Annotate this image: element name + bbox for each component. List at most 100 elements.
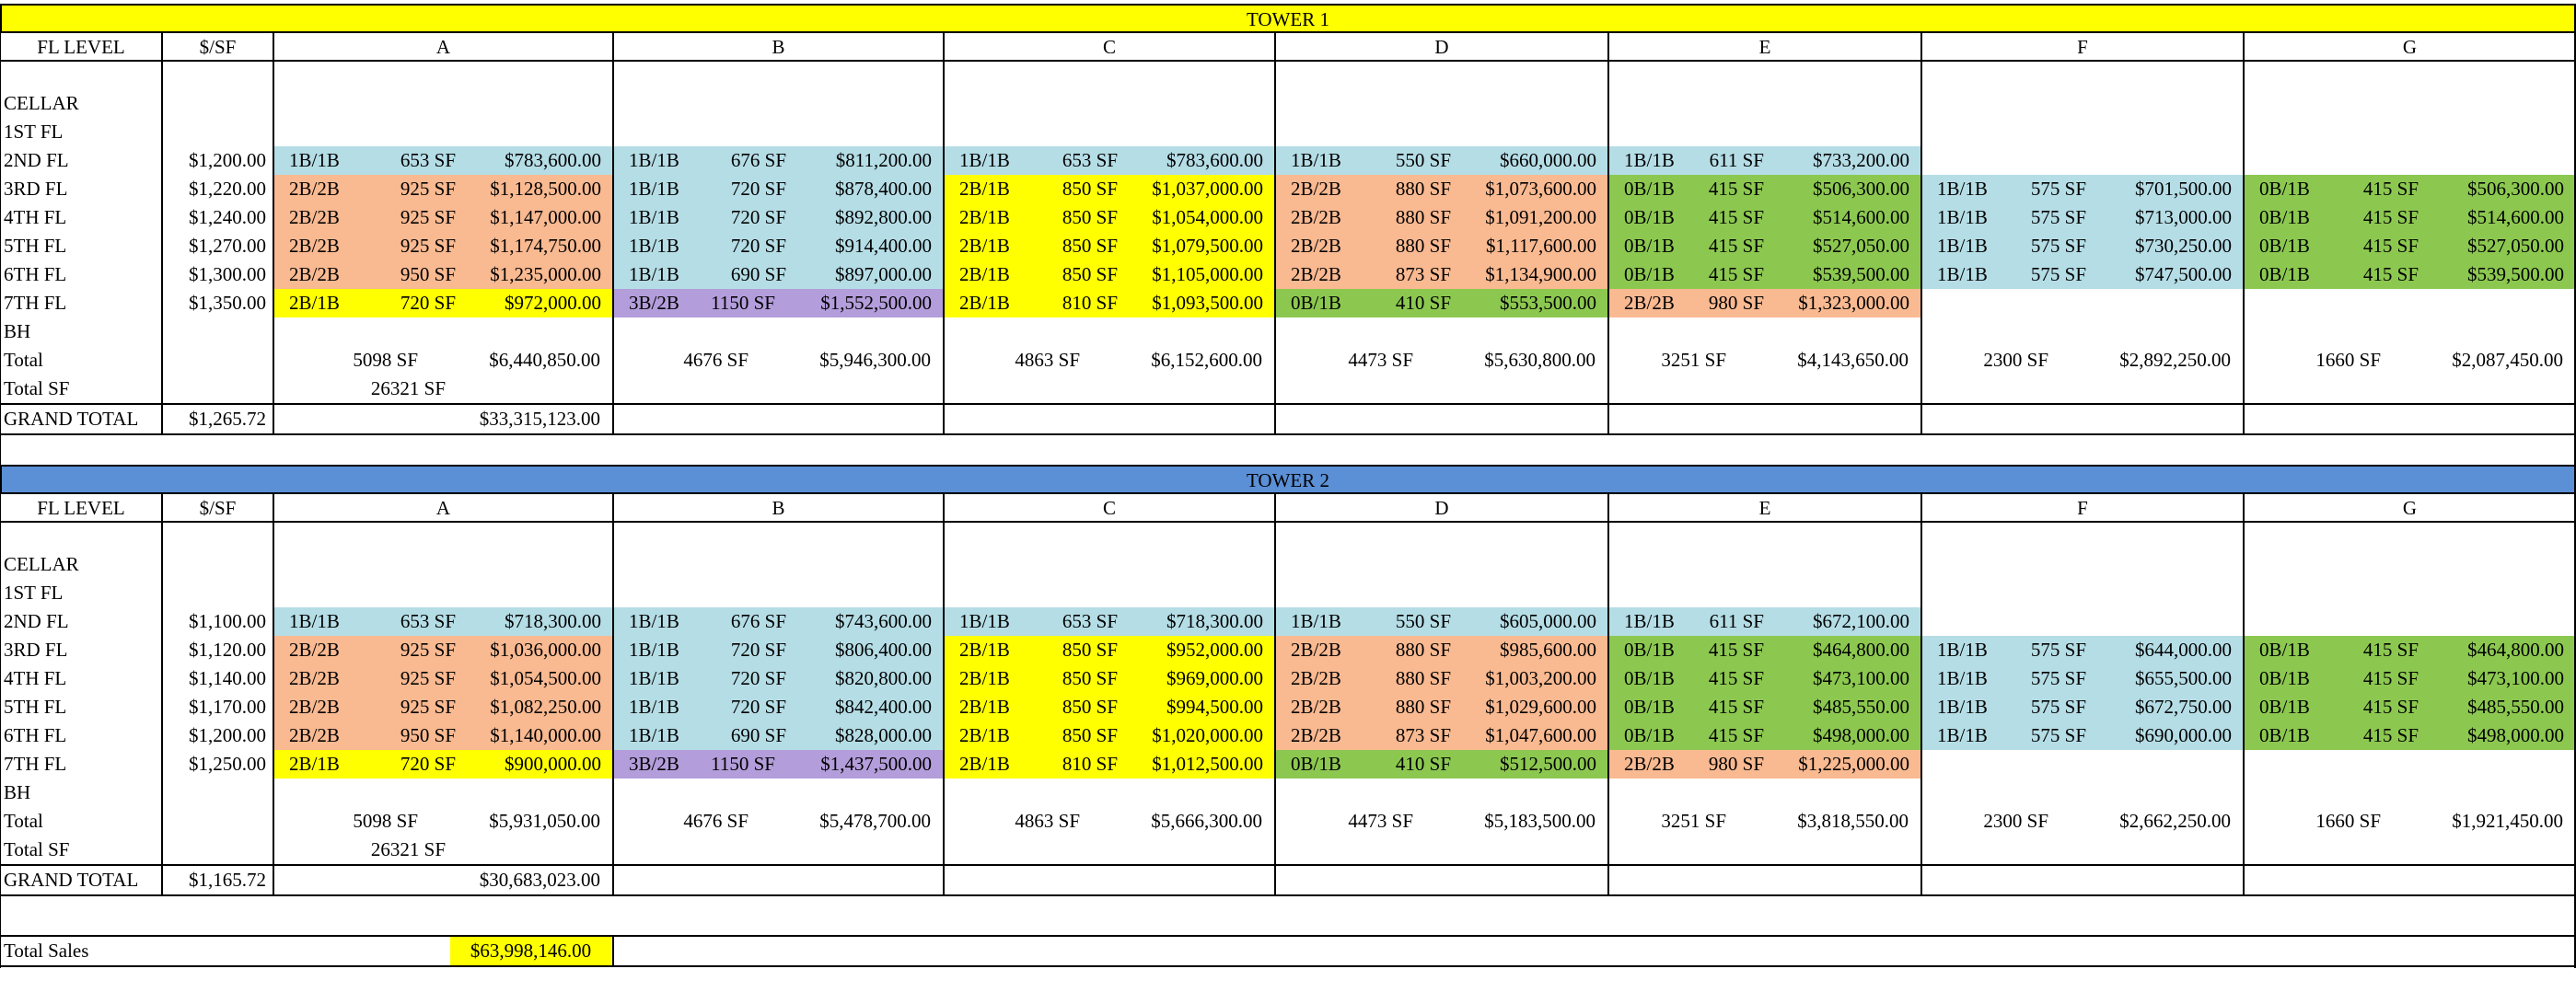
unit-type: 1B/1B bbox=[1937, 235, 1988, 257]
unit-sf: 550 SF bbox=[1395, 610, 1451, 632]
unit-type: 0B/1B bbox=[2259, 667, 2310, 689]
unit-sf: 880 SF bbox=[1395, 235, 1451, 257]
column-header-d: D bbox=[1434, 497, 1449, 519]
column-total-sf: 4473 SF bbox=[1348, 349, 1413, 371]
total-sales-label: Total Sales bbox=[4, 940, 89, 962]
unit-sf: 980 SF bbox=[1708, 292, 1764, 314]
unit-type: 1B/1B bbox=[629, 639, 679, 661]
unit-price: $952,000.00 bbox=[1166, 639, 1263, 661]
unit-type: 2B/2B bbox=[289, 235, 340, 257]
floor-label: 3RD FL bbox=[4, 178, 68, 200]
unit-price: $914,400.00 bbox=[835, 235, 932, 257]
unit-price: $730,250.00 bbox=[2135, 235, 2232, 257]
unit-sf: 575 SF bbox=[2030, 724, 2086, 746]
unit-sf: 653 SF bbox=[400, 610, 456, 632]
unit-type: 2B/1B bbox=[959, 292, 1010, 314]
floor-label: 4TH FL bbox=[4, 667, 67, 689]
unit-type: 0B/1B bbox=[1291, 292, 1341, 314]
unit-price: $1,091,200.00 bbox=[1485, 206, 1596, 228]
unit-price: $1,012,500.00 bbox=[1152, 753, 1263, 775]
unit-sf: 720 SF bbox=[730, 235, 786, 257]
unit-type: 0B/1B bbox=[2259, 178, 2310, 200]
unit-type: 0B/1B bbox=[2259, 235, 2310, 257]
unit-price: $747,500.00 bbox=[2135, 263, 2232, 285]
unit-sf: 880 SF bbox=[1395, 696, 1451, 718]
unit-cell: 0B/1B 415 SF $498,000.00 bbox=[2245, 721, 2575, 750]
unit-cell: 1B/1B 575 SF $690,000.00 bbox=[1922, 721, 2243, 750]
unit-price: $1,036,000.00 bbox=[490, 639, 601, 661]
unit-price: $539,500.00 bbox=[2467, 263, 2564, 285]
unit-cell: 2B/2B 880 SF $1,117,600.00 bbox=[1276, 232, 1607, 260]
unit-cell: 2B/2B 873 SF $1,047,600.00 bbox=[1276, 721, 1607, 750]
unit-cell: 1B/1B 676 SF $811,200.00 bbox=[614, 146, 943, 175]
unit-sf: 880 SF bbox=[1395, 178, 1451, 200]
price-per-sf: $1,140.00 bbox=[189, 667, 266, 689]
unit-cell: 2B/2B 880 SF $1,091,200.00 bbox=[1276, 203, 1607, 232]
grid-line bbox=[1274, 494, 1276, 896]
floor-label: Total bbox=[4, 349, 43, 371]
grid-line bbox=[1920, 494, 1922, 896]
unit-price: $473,100.00 bbox=[1813, 667, 1909, 689]
unit-cell: 1B/1B 550 SF $660,000.00 bbox=[1276, 146, 1607, 175]
column-header-row: FL LEVEL $/SF A B C D E F G bbox=[0, 33, 2576, 62]
unit-type: 0B/1B bbox=[2259, 639, 2310, 661]
tower-banner: TOWER 2 bbox=[0, 465, 2576, 494]
unit-type: 0B/1B bbox=[1624, 724, 1675, 746]
unit-cell: 2B/1B 850 SF $994,500.00 bbox=[945, 693, 1274, 721]
unit-type: 2B/2B bbox=[289, 667, 340, 689]
column-total-sf: 3251 SF bbox=[1661, 810, 1726, 832]
unit-type: 1B/1B bbox=[959, 149, 1010, 171]
unit-cell: 0B/1B 415 SF $506,300.00 bbox=[2245, 175, 2575, 203]
fl-level-header: FL LEVEL bbox=[37, 497, 125, 519]
unit-type: 1B/1B bbox=[1937, 724, 1988, 746]
unit-sf: 690 SF bbox=[730, 263, 786, 285]
unit-price: $811,200.00 bbox=[835, 149, 932, 171]
total-sf-value: 26321 SF bbox=[370, 838, 446, 860]
unit-sf: 850 SF bbox=[1062, 724, 1118, 746]
unit-sf: 880 SF bbox=[1395, 206, 1451, 228]
unit-type: 1B/1B bbox=[1624, 610, 1675, 632]
grid-line bbox=[0, 435, 1, 465]
unit-type: 1B/1B bbox=[629, 178, 679, 200]
unit-type: 2B/2B bbox=[289, 178, 340, 200]
unit-type: 2B/2B bbox=[289, 206, 340, 228]
unit-price: $718,300.00 bbox=[505, 610, 601, 632]
grid-line bbox=[161, 33, 163, 435]
unit-cell: 1B/1B 575 SF $747,500.00 bbox=[1922, 260, 2243, 289]
unit-cell: 2B/1B 810 SF $1,093,500.00 bbox=[945, 289, 1274, 317]
unit-price: $733,200.00 bbox=[1813, 149, 1909, 171]
unit-cell: 1B/1B 690 SF $828,000.00 bbox=[614, 721, 943, 750]
unit-sf: 925 SF bbox=[400, 206, 456, 228]
unit-type: 1B/1B bbox=[629, 696, 679, 718]
unit-price: $605,000.00 bbox=[1500, 610, 1596, 632]
grand-total-label: GRAND TOTAL bbox=[4, 869, 139, 891]
unit-sf: 720 SF bbox=[400, 292, 456, 314]
grand-total-value: $30,683,023.00 bbox=[479, 869, 600, 891]
unit-price: $655,500.00 bbox=[2135, 667, 2232, 689]
unit-cell: 0B/1B 415 SF $485,550.00 bbox=[1609, 693, 1920, 721]
unit-type: 2B/2B bbox=[289, 263, 340, 285]
unit-price: $527,050.00 bbox=[1813, 235, 1909, 257]
unit-type: 1B/1B bbox=[629, 235, 679, 257]
unit-cell: 0B/1B 415 SF $527,050.00 bbox=[1609, 232, 1920, 260]
psf-header: $/SF bbox=[199, 497, 237, 519]
column-header-a: A bbox=[435, 497, 451, 519]
unit-type: 1B/1B bbox=[1937, 206, 1988, 228]
unit-sf: 415 SF bbox=[2362, 667, 2419, 689]
unit-price: $1,117,600.00 bbox=[1486, 235, 1596, 257]
grand-total-value: $33,315,123.00 bbox=[479, 408, 600, 430]
column-header-row: FL LEVEL $/SF A B C D E F G bbox=[0, 494, 2576, 523]
grand-total-psf: $1,165.72 bbox=[189, 869, 266, 891]
unit-price: $985,600.00 bbox=[1500, 639, 1596, 661]
column-total-sf: 4676 SF bbox=[683, 349, 748, 371]
grid-line bbox=[0, 935, 2576, 937]
unit-price: $972,000.00 bbox=[505, 292, 601, 314]
unit-sf: 873 SF bbox=[1395, 263, 1451, 285]
price-per-sf: $1,300.00 bbox=[189, 263, 266, 285]
unit-cell: 2B/1B 720 SF $972,000.00 bbox=[274, 289, 612, 317]
unit-cell: 1B/1B 720 SF $914,400.00 bbox=[614, 232, 943, 260]
unit-cell: 2B/2B 873 SF $1,134,900.00 bbox=[1276, 260, 1607, 289]
unit-price: $1,079,500.00 bbox=[1152, 235, 1263, 257]
unit-cell: 0B/1B 415 SF $498,000.00 bbox=[1609, 721, 1920, 750]
column-total-price: $2,892,250.00 bbox=[2119, 349, 2231, 371]
